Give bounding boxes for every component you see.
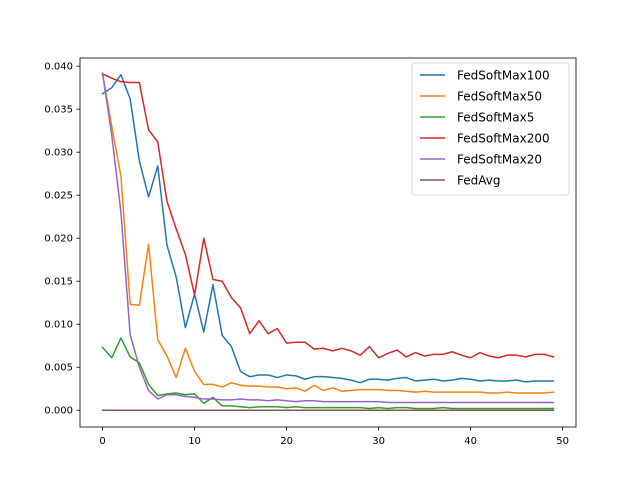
legend: FedSoftMax100 FedSoftMax50 FedSoftMax5 FedS…: [411, 62, 570, 196]
y-tick-label: 0.010: [44, 320, 73, 331]
x-tick-label: 0: [99, 436, 105, 447]
x-tick-label: 20: [280, 436, 293, 447]
y-tick-label: 0.030: [44, 148, 73, 159]
x-tick-label: 30: [372, 436, 385, 447]
legend-label-fedsoftmax5: FedSoftMax5: [457, 111, 534, 125]
x-tick-label: 10: [188, 436, 201, 447]
series-line-fedsoftmax200: [101, 72, 555, 359]
y-tick-label: 0.035: [44, 105, 73, 116]
series-line-fedsoftmax5: [101, 337, 555, 410]
x-tick-label: 40: [464, 436, 477, 447]
y-tick-label: 0.020: [44, 234, 73, 245]
y-tick-label: 0.025: [44, 191, 73, 202]
legend-box: [411, 62, 570, 196]
legend-label-fedsoftmax50: FedSoftMax50: [457, 90, 542, 104]
series-line-fedsoftmax20: [101, 72, 555, 404]
series-line-fedsoftmax50: [101, 73, 555, 394]
y-axis: 0.000 0.005 0.010 0.015 0.020 0.025 0.030 0.035…: [44, 62, 80, 417]
y-tick-label: 0.005: [44, 363, 73, 374]
series-layer: [101, 72, 555, 411]
y-tick-label: 0.000: [44, 406, 73, 417]
series-line-fedsoftmax100: [101, 74, 555, 384]
legend-label-fedsoftmax100: FedSoftMax100: [457, 69, 550, 83]
legend-label-fedsoftmax200: FedSoftMax200: [457, 132, 550, 146]
x-axis: 0 10 20 30 40 50: [99, 427, 569, 447]
y-tick-label: 0.015: [44, 277, 73, 288]
legend-label-fedsoftmax20: FedSoftMax20: [457, 153, 542, 167]
x-tick-label: 50: [556, 436, 569, 447]
y-tick-label: 0.040: [44, 62, 73, 73]
legend-label-fedavg: FedAvg: [457, 174, 500, 188]
plot-frame: [79, 57, 577, 428]
